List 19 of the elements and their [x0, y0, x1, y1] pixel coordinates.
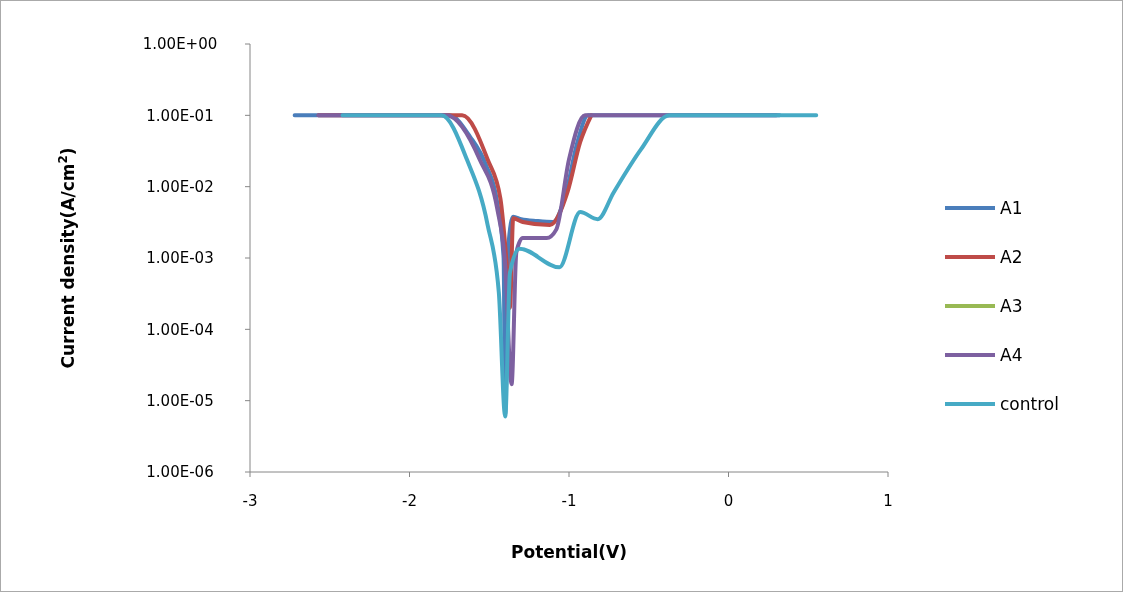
legend-label: A4	[1000, 344, 1023, 365]
x-tick-label: 0	[723, 492, 734, 510]
legend-label: A1	[1000, 197, 1023, 218]
y-tick-label: 1.00E-05	[146, 391, 214, 410]
y-tick-label: 1.00E+00	[142, 35, 218, 54]
x-tick-label: -3	[242, 492, 258, 510]
y-tick-label: 1.00E-06	[146, 463, 214, 482]
y-tick-label: 1.00E-04	[146, 320, 214, 339]
y-tick-label: 1.00E-01	[146, 106, 214, 125]
x-tick-label: -1	[561, 492, 577, 510]
y-tick-label: 1.00E-03	[146, 249, 214, 268]
y-tick-label: 1.00E-02	[146, 177, 214, 196]
x-axis-title: Potential(V)	[511, 542, 627, 562]
x-tick-label: -2	[402, 492, 417, 510]
legend-label: control	[1000, 393, 1059, 414]
legend-label: A2	[1000, 246, 1023, 267]
line-series	[340, 113, 819, 419]
x-tick-label: 1	[883, 492, 893, 510]
legend-label: A3	[1000, 295, 1023, 316]
